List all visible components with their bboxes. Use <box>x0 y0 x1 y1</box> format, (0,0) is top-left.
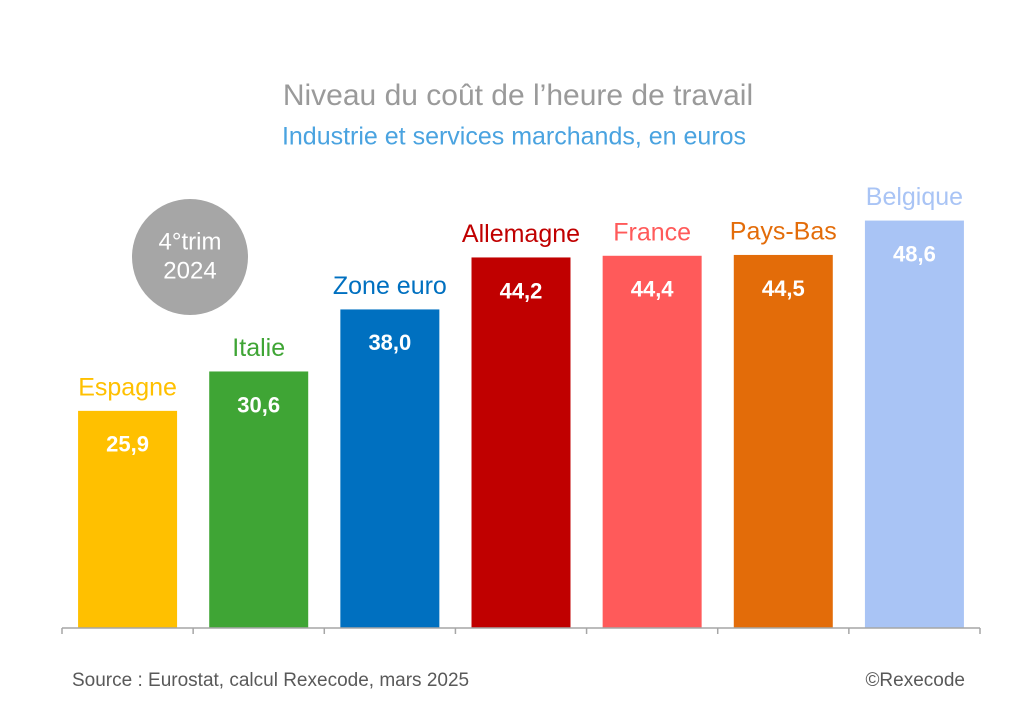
value-label: 48,6 <box>893 241 936 266</box>
badge-text: 2024 <box>163 257 216 284</box>
bar <box>209 371 309 628</box>
chart-title: Niveau du coût de l’heure de travail <box>283 79 753 112</box>
value-label: 44,5 <box>762 276 805 301</box>
category-label: Italie <box>232 334 285 362</box>
value-label: 25,9 <box>106 432 149 457</box>
value-label: 38,0 <box>368 330 411 355</box>
value-label: 30,6 <box>237 392 280 417</box>
chart-subtitle: Industrie et services marchands, en euro… <box>282 123 746 151</box>
category-label: France <box>613 218 691 246</box>
value-label: 44,2 <box>500 278 543 303</box>
category-label: Pays-Bas <box>730 218 837 246</box>
bar <box>602 255 702 628</box>
badge <box>132 199 248 315</box>
bar <box>864 220 964 628</box>
source: Source : Eurostat, calcul Rexecode, mars… <box>72 670 469 691</box>
category-label: Allemagne <box>462 220 580 248</box>
badge-text: 4°trim <box>159 228 222 255</box>
value-label: 44,4 <box>631 277 675 302</box>
bar <box>471 257 571 628</box>
category-label: Zone euro <box>333 272 447 300</box>
category-label: Belgique <box>866 183 963 211</box>
category-label: Espagne <box>78 373 177 401</box>
bar <box>733 254 833 629</box>
copyright: ©Rexecode <box>865 670 965 691</box>
bar <box>340 309 440 628</box>
bar <box>78 410 178 628</box>
